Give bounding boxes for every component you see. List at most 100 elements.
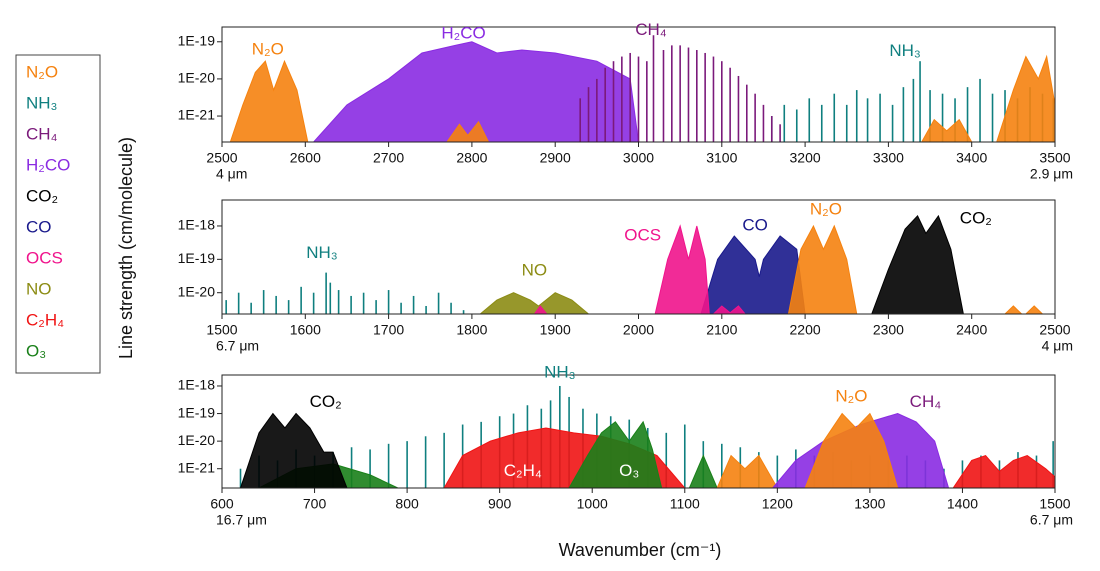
y-tick-label: 1E-20 — [178, 283, 216, 299]
species-label: N₂O — [835, 386, 867, 405]
panel: 1500 1600 1700 1800 1900 2000 2100 2200 2300 2400… — [178, 199, 1073, 354]
species-label: CO₂ — [960, 209, 992, 228]
species-label: OCS — [624, 225, 661, 244]
x-tick-label: 2600 — [290, 150, 321, 166]
y-tick-label: 1E-18 — [178, 217, 216, 233]
band-envelope — [787, 224, 858, 314]
x-tick-label: 1100 — [670, 496, 700, 512]
x-tick-label: 2900 — [540, 150, 571, 166]
wavelength-label: 4 μm — [216, 166, 247, 182]
x-tick-label: 2300 — [873, 322, 904, 338]
axes-frame — [221, 374, 1056, 489]
species-label: NH₃ — [306, 243, 337, 262]
legend-entry: H₂CO — [26, 155, 70, 174]
legend-entry: N₂O — [26, 62, 58, 81]
x-axis-label: Wavenumber (cm⁻¹) — [559, 540, 722, 560]
x-tick-label: 1900 — [540, 322, 571, 338]
x-tick-label: 1400 — [947, 496, 978, 512]
x-tick-label: 800 — [395, 496, 419, 512]
y-tick-label: 1E-18 — [178, 377, 216, 393]
species-label: NH₃ — [544, 362, 575, 381]
band-envelope — [1004, 305, 1044, 314]
legend-entry: CH₄ — [26, 124, 58, 143]
species-label: H₂CO — [441, 24, 485, 43]
x-tick-label: 3400 — [956, 150, 987, 166]
band-envelope — [871, 214, 964, 314]
x-tick-label: 600 — [210, 496, 234, 512]
x-tick-label: 2800 — [456, 150, 487, 166]
x-tick-label: 1500 — [1039, 496, 1070, 512]
band-envelope — [712, 305, 746, 314]
y-tick-label: 1E-19 — [178, 250, 216, 266]
band-envelope — [700, 235, 806, 314]
species-label: CO₂ — [310, 392, 342, 411]
species-label: N₂O — [252, 39, 284, 58]
x-tick-label: 2700 — [373, 150, 404, 166]
y-tick-label: 1E-20 — [178, 70, 216, 86]
x-tick-label: 1800 — [456, 322, 487, 338]
x-tick-label: 1500 — [206, 322, 237, 338]
wavelength-label: 16.7 μm — [216, 512, 267, 528]
band-envelope — [446, 120, 490, 142]
wavelength-label: 2.9 μm — [1030, 166, 1073, 182]
y-tick-label: 1E-19 — [178, 404, 216, 420]
wavelength-label: 6.7 μm — [216, 338, 259, 354]
species-label: N₂O — [810, 200, 842, 219]
band-envelope — [654, 224, 710, 314]
x-tick-label: 2200 — [790, 322, 821, 338]
x-tick-label: 700 — [303, 496, 327, 512]
band-envelope — [568, 420, 663, 488]
species-label: NH₃ — [889, 41, 920, 60]
x-tick-label: 1000 — [577, 496, 608, 512]
x-tick-label: 3200 — [790, 150, 821, 166]
species-label: CO — [742, 215, 768, 234]
x-tick-label: 1200 — [762, 496, 793, 512]
legend-entry: CO₂ — [26, 186, 58, 205]
x-tick-label: 1700 — [373, 322, 404, 338]
x-tick-label: 900 — [488, 496, 512, 512]
species-label: CH₄ — [635, 20, 667, 39]
legend-entry: O₃ — [26, 341, 46, 360]
y-tick-label: 1E-21 — [178, 107, 216, 123]
y-tick-label: 1E-19 — [178, 32, 216, 48]
species-label: CH₄ — [910, 392, 942, 411]
x-tick-label: 3000 — [623, 150, 654, 166]
x-tick-label: 3100 — [706, 150, 737, 166]
plot-area — [239, 385, 1055, 488]
band-envelope — [716, 454, 778, 488]
band-envelope — [229, 59, 309, 142]
band-envelope — [239, 412, 348, 488]
band-envelope — [996, 54, 1055, 142]
x-tick-label: 1300 — [854, 496, 885, 512]
panel: 2500 2600 2700 2800 2900 3000 3100 3200 3300 3400… — [178, 20, 1073, 182]
species-label: NO — [522, 260, 548, 279]
x-tick-label: 3500 — [1039, 150, 1070, 166]
band-envelope — [688, 454, 718, 488]
legend-entry: OCS — [26, 248, 63, 267]
legend-entry: C₂H₄ — [26, 310, 64, 329]
band-envelope — [804, 412, 899, 488]
band-envelope — [952, 454, 1055, 488]
y-axis-label: Line strength (cm/molecule) — [116, 137, 136, 359]
x-tick-label: 3300 — [873, 150, 904, 166]
x-tick-label: 2500 — [1039, 322, 1070, 338]
legend-entry: NO — [26, 279, 52, 298]
x-tick-label: 2100 — [706, 322, 737, 338]
y-tick-label: 1E-21 — [178, 459, 216, 475]
wavelength-label: 4 μm — [1042, 338, 1073, 354]
x-tick-label: 2400 — [956, 322, 987, 338]
panel: 600 700 800 900 1000 1100 1200 1300 1400 1500 1E-2… — [178, 362, 1073, 527]
legend-entry: CO — [26, 217, 52, 236]
plot-area — [229, 35, 1055, 142]
band-envelope — [479, 292, 590, 314]
band-envelope — [533, 305, 548, 314]
band-envelope — [921, 118, 973, 142]
plot-area — [225, 214, 1044, 314]
legend-box — [15, 54, 101, 374]
legend-entry: NH₃ — [26, 93, 57, 112]
y-tick-label: 1E-20 — [178, 432, 216, 448]
species-label: C₂H₄ — [504, 461, 542, 480]
wavelength-label: 6.7 μm — [1030, 512, 1073, 528]
x-tick-label: 2500 — [206, 150, 237, 166]
